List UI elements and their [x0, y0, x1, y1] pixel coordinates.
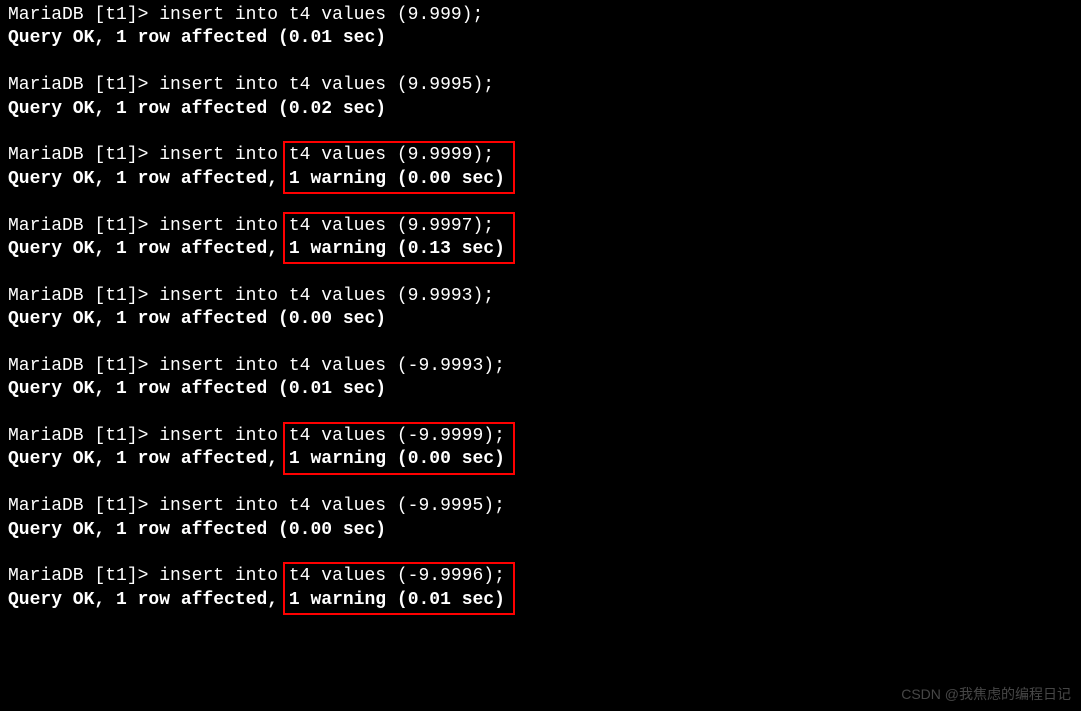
blank-line [8, 121, 1073, 144]
command-line: MariaDB [t1]> insert into t4 values (9.9… [8, 144, 1073, 167]
command-line: MariaDB [t1]> insert into t4 values (-9.… [8, 565, 1073, 588]
blank-line [8, 191, 1073, 214]
result-line: Query OK, 1 row affected (0.01 sec) [8, 27, 1073, 50]
result-suffix: (0.00 sec) [397, 169, 505, 189]
result-line: Query OK, 1 row affected, 1 warning (0.0… [8, 589, 1073, 612]
result-prefix: Query OK, 1 row affected [8, 379, 278, 399]
command-text: insert into t4 values (9.9999); [159, 145, 494, 165]
command-line: MariaDB [t1]> insert into t4 values (-9.… [8, 495, 1073, 518]
command-line: MariaDB [t1]> insert into t4 values (-9.… [8, 425, 1073, 448]
blank-line [8, 261, 1073, 284]
result-suffix: (0.02 sec) [278, 99, 386, 119]
result-suffix: (0.00 sec) [278, 309, 386, 329]
prompt-text: MariaDB [t1]> [8, 566, 159, 586]
blank-line [8, 402, 1073, 425]
watermark-text: CSDN @我焦虑的编程日记 [901, 685, 1071, 703]
prompt-text: MariaDB [t1]> [8, 75, 159, 95]
command-text: insert into t4 values (-9.9999); [159, 426, 505, 446]
result-prefix: Query OK, 1 row affected, [8, 449, 289, 469]
result-suffix: (0.13 sec) [397, 239, 505, 259]
warning-text: 1 warning [289, 590, 397, 610]
result-prefix: Query OK, 1 row affected, [8, 239, 289, 259]
result-prefix: Query OK, 1 row affected, [8, 590, 289, 610]
blank-line [8, 542, 1073, 565]
warning-text: 1 warning [289, 169, 397, 189]
prompt-text: MariaDB [t1]> [8, 286, 159, 306]
prompt-text: MariaDB [t1]> [8, 5, 159, 25]
command-line: MariaDB [t1]> insert into t4 values (9.9… [8, 215, 1073, 238]
result-prefix: Query OK, 1 row affected, [8, 169, 289, 189]
blank-line [8, 51, 1073, 74]
prompt-text: MariaDB [t1]> [8, 216, 159, 236]
prompt-text: MariaDB [t1]> [8, 426, 159, 446]
command-line: MariaDB [t1]> insert into t4 values (-9.… [8, 355, 1073, 378]
prompt-text: MariaDB [t1]> [8, 356, 159, 376]
result-prefix: Query OK, 1 row affected [8, 28, 278, 48]
result-line: Query OK, 1 row affected, 1 warning (0.0… [8, 448, 1073, 471]
command-text: insert into t4 values (-9.9993); [159, 356, 505, 376]
result-line: Query OK, 1 row affected (0.01 sec) [8, 378, 1073, 401]
command-text: insert into t4 values (9.9993); [159, 286, 494, 306]
result-prefix: Query OK, 1 row affected [8, 309, 278, 329]
command-text: insert into t4 values (9.9995); [159, 75, 494, 95]
blank-line [8, 472, 1073, 495]
result-line: Query OK, 1 row affected, 1 warning (0.1… [8, 238, 1073, 261]
command-text: insert into t4 values (9.999); [159, 5, 483, 25]
result-line: Query OK, 1 row affected (0.02 sec) [8, 98, 1073, 121]
result-line: Query OK, 1 row affected, 1 warning (0.0… [8, 168, 1073, 191]
result-prefix: Query OK, 1 row affected [8, 99, 278, 119]
warning-text: 1 warning [289, 239, 397, 259]
command-line: MariaDB [t1]> insert into t4 values (9.9… [8, 4, 1073, 27]
blank-line [8, 612, 1073, 635]
warning-text: 1 warning [289, 449, 397, 469]
command-line: MariaDB [t1]> insert into t4 values (9.9… [8, 74, 1073, 97]
result-suffix: (0.01 sec) [278, 28, 386, 48]
command-line: MariaDB [t1]> insert into t4 values (9.9… [8, 285, 1073, 308]
result-line: Query OK, 1 row affected (0.00 sec) [8, 308, 1073, 331]
result-suffix: (0.01 sec) [278, 379, 386, 399]
terminal-output: MariaDB [t1]> insert into t4 values (9.9… [0, 0, 1081, 640]
command-text: insert into t4 values (-9.9995); [159, 496, 505, 516]
command-text: insert into t4 values (9.9997); [159, 216, 494, 236]
result-suffix: (0.01 sec) [397, 590, 505, 610]
result-line: Query OK, 1 row affected (0.00 sec) [8, 519, 1073, 542]
prompt-text: MariaDB [t1]> [8, 145, 159, 165]
blank-line [8, 331, 1073, 354]
command-text: insert into t4 values (-9.9996); [159, 566, 505, 586]
prompt-text: MariaDB [t1]> [8, 496, 159, 516]
result-suffix: (0.00 sec) [278, 520, 386, 540]
result-suffix: (0.00 sec) [397, 449, 505, 469]
result-prefix: Query OK, 1 row affected [8, 520, 278, 540]
